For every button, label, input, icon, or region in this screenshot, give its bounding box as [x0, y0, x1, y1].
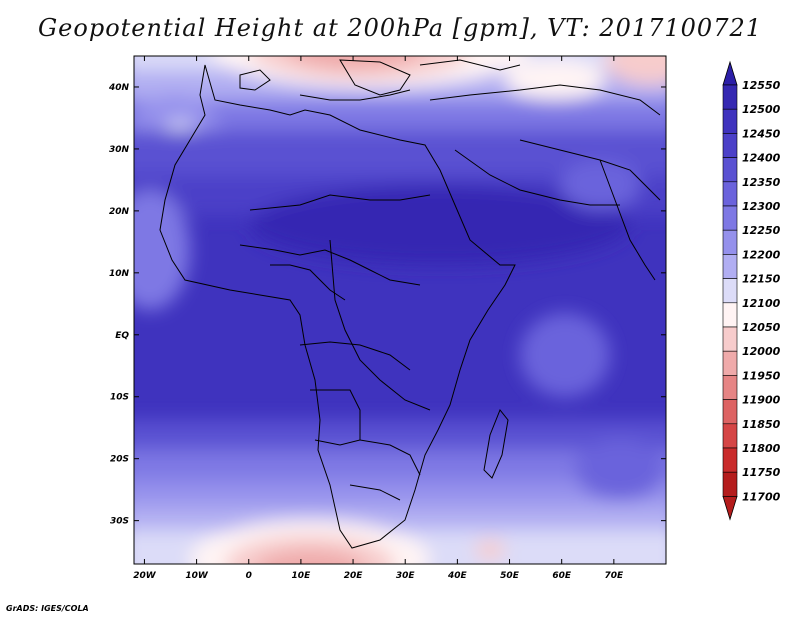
coastlines: [159, 59, 661, 549]
lon-label: 10E: [292, 571, 312, 581]
colorbar-label: 12000: [742, 345, 781, 358]
colorbar-label: 11700: [742, 490, 781, 503]
map-frame: [133, 55, 667, 565]
colorbar-swatch: [722, 302, 738, 328]
colorbar-label: 12550: [742, 79, 781, 92]
colorbar-label: 12450: [742, 127, 781, 140]
lon-label: 20W: [133, 571, 157, 581]
colorbar-swatch: [722, 205, 738, 231]
colorbar-swatch: [722, 108, 738, 134]
colorbar-swatch: [722, 229, 738, 255]
lat-label: 30N: [109, 145, 130, 155]
lat-label: EQ: [115, 331, 129, 341]
colorbar-label: 12350: [742, 176, 781, 189]
colorbar-label: 11800: [742, 442, 781, 455]
lon-label: 30E: [396, 571, 416, 581]
colorbar-swatch: [722, 278, 738, 304]
colorbar-swatch: [722, 254, 738, 279]
credit-label: GrADS: IGES/COLA: [6, 604, 89, 613]
lon-label: 50E: [500, 571, 520, 581]
colorbar-swatch: [722, 181, 738, 207]
height-field: [134, 56, 666, 564]
latitude-axis: 40N 30N 20N 10N EQ 10S 20S 30S: [108, 83, 666, 527]
colorbar-swatch: [722, 157, 738, 183]
colorbar-cap-top: [722, 60, 738, 86]
lon-label: 70E: [604, 571, 624, 581]
colorbar-label: 11750: [742, 466, 781, 479]
longitude-axis: 20W 10W 0 10E 20E 30E 40E 50E 60E 70E: [133, 56, 624, 581]
colorbar-swatch: [722, 399, 738, 425]
lon-label: 10W: [185, 571, 209, 581]
lat-label: 40N: [108, 83, 130, 93]
colorbar-label: 12100: [742, 297, 781, 310]
lat-label: 10N: [109, 269, 130, 279]
colorbar-swatch: [722, 84, 738, 110]
colorbar-label: 11950: [742, 369, 781, 382]
colorbar-swatch: [722, 375, 738, 400]
lat-label: 30S: [110, 517, 129, 527]
colorbar-label: 12400: [742, 152, 781, 165]
colorbar-label: 12150: [742, 273, 781, 286]
colorbar-cap-bottom: [722, 496, 738, 521]
colorbar-swatch: [722, 326, 738, 352]
lon-label: 20E: [344, 571, 364, 581]
colorbar-label: 11850: [742, 418, 781, 431]
colorbar-swatch: [722, 447, 738, 473]
lat-label: 10S: [110, 393, 129, 403]
lon-label: 60E: [552, 571, 572, 581]
lon-label: 40E: [447, 571, 468, 581]
colorbar-label: 12500: [742, 103, 781, 116]
lon-label: 0: [246, 571, 252, 581]
colorbar-label: 12250: [742, 224, 781, 237]
lat-label: 20S: [110, 455, 129, 465]
colorbar-label: 11900: [742, 394, 781, 407]
colorbar-label: 12050: [742, 321, 781, 334]
color-bar: 12550 12500 12450 12400 12350 12300 12250 12200…: [722, 60, 781, 521]
colorbar-label: 12200: [742, 248, 781, 261]
colorbar-swatch: [722, 350, 738, 376]
map-title: Geopotential Height at 200hPa [gpm], VT:…: [38, 14, 762, 42]
colorbar-swatch: [722, 423, 738, 449]
colorbar-swatch: [722, 471, 738, 497]
lat-label: 20N: [109, 207, 130, 217]
colorbar-label: 12300: [742, 200, 781, 213]
colorbar-swatch: [722, 133, 738, 158]
